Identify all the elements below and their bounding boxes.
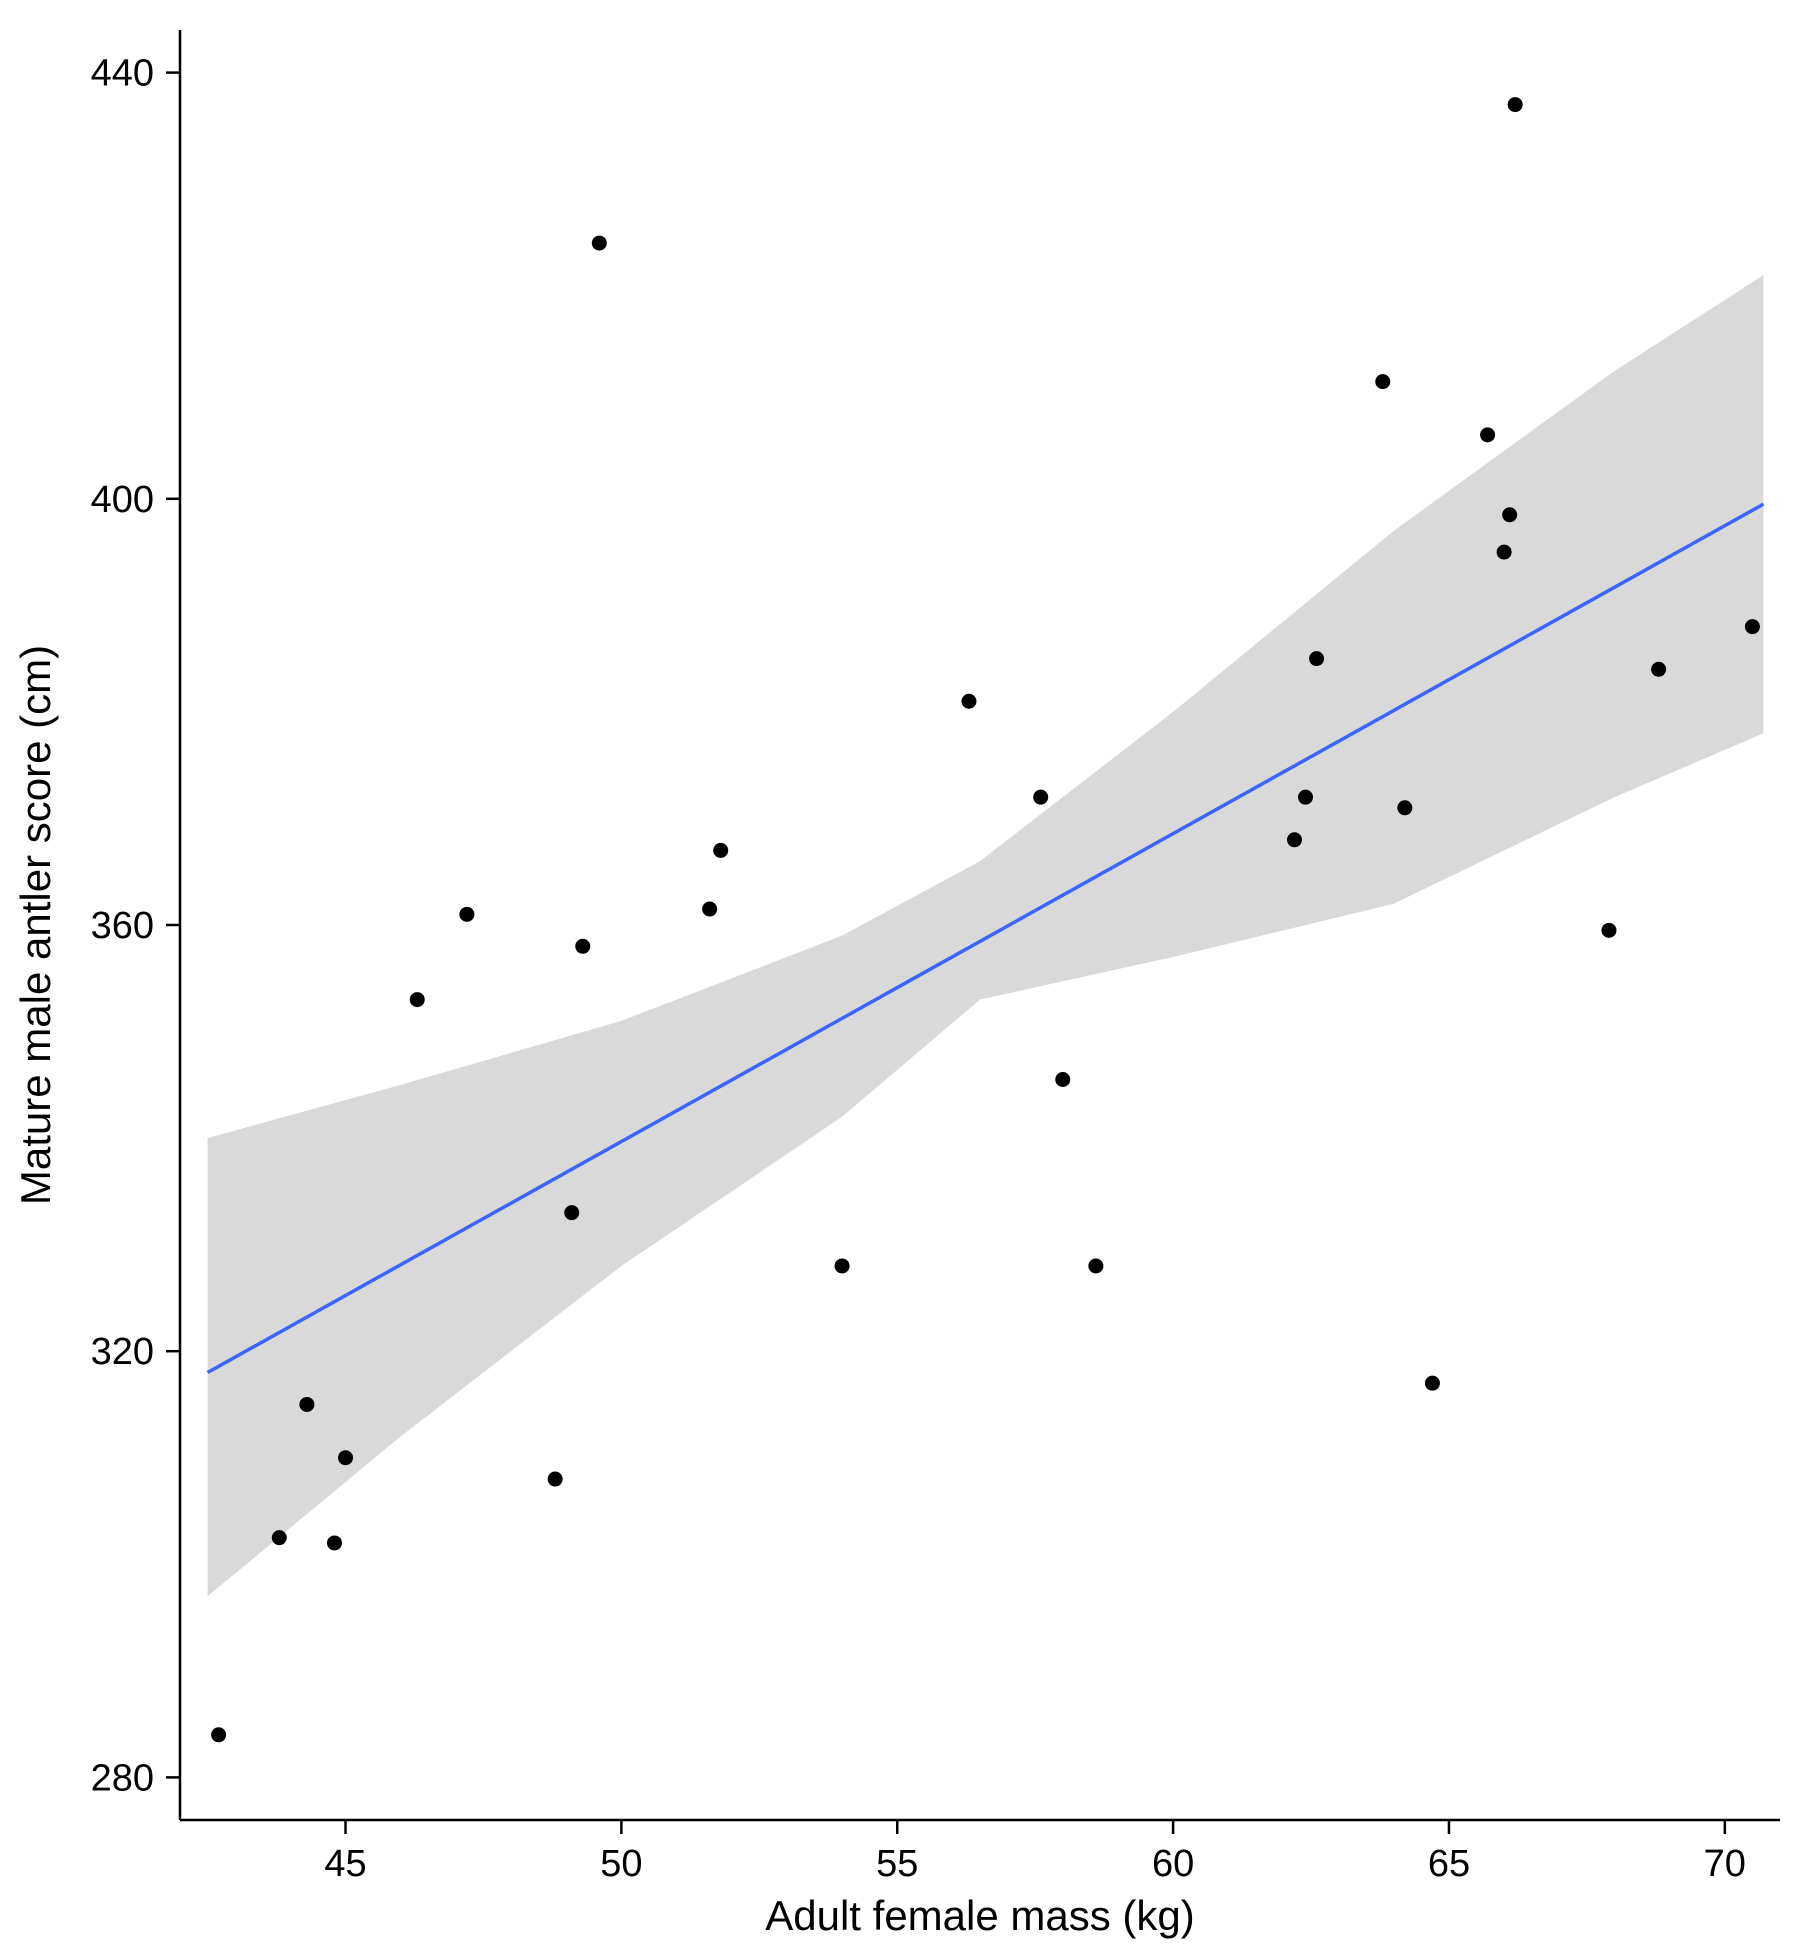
y-tick-label: 360 [91, 905, 154, 947]
x-axis-title: Adult female mass (kg) [765, 1892, 1194, 1939]
x-tick-label: 45 [324, 1843, 366, 1885]
data-point [1601, 923, 1616, 938]
data-point [835, 1258, 850, 1273]
chart-svg: 45 50 55 60 65 70 280 320 360 400 440 Adult female … [0, 0, 1814, 1959]
y-tick-label: 320 [91, 1331, 154, 1373]
data-point [1397, 800, 1412, 815]
data-point [713, 843, 728, 858]
data-point [410, 992, 425, 1007]
data-point [327, 1535, 342, 1550]
data-point [272, 1530, 287, 1545]
data-point [961, 694, 976, 709]
data-point [1088, 1258, 1103, 1273]
scatter-chart: 45 50 55 60 65 70 280 320 360 400 440 Adult female … [0, 0, 1814, 1959]
x-tick-label: 65 [1428, 1843, 1470, 1885]
data-point [1480, 427, 1495, 442]
data-point [1425, 1376, 1440, 1391]
y-tick-label: 280 [91, 1757, 154, 1799]
data-point [211, 1727, 226, 1742]
x-tick-label: 50 [600, 1843, 642, 1885]
data-point [1502, 507, 1517, 522]
x-tick-label: 55 [876, 1843, 918, 1885]
data-point [1287, 832, 1302, 847]
x-tick-label: 60 [1152, 1843, 1194, 1885]
data-point [1033, 790, 1048, 805]
data-point [1055, 1072, 1070, 1087]
data-point [1298, 790, 1313, 805]
y-axis-title: Mature male antler score (cm) [12, 645, 59, 1205]
y-tick-label: 440 [91, 53, 154, 95]
data-point [459, 907, 474, 922]
data-point [564, 1205, 579, 1220]
data-point [1375, 374, 1390, 389]
data-point [702, 902, 717, 917]
x-tick-label: 70 [1704, 1843, 1746, 1885]
data-point [299, 1397, 314, 1412]
data-point [1745, 619, 1760, 634]
y-tick-label: 400 [91, 479, 154, 521]
data-point [592, 236, 607, 251]
data-point [548, 1472, 563, 1487]
data-point [1497, 545, 1512, 560]
data-point [575, 939, 590, 954]
data-point [1651, 662, 1666, 677]
data-point [1309, 651, 1324, 666]
data-point [1508, 97, 1523, 112]
data-point [338, 1450, 353, 1465]
